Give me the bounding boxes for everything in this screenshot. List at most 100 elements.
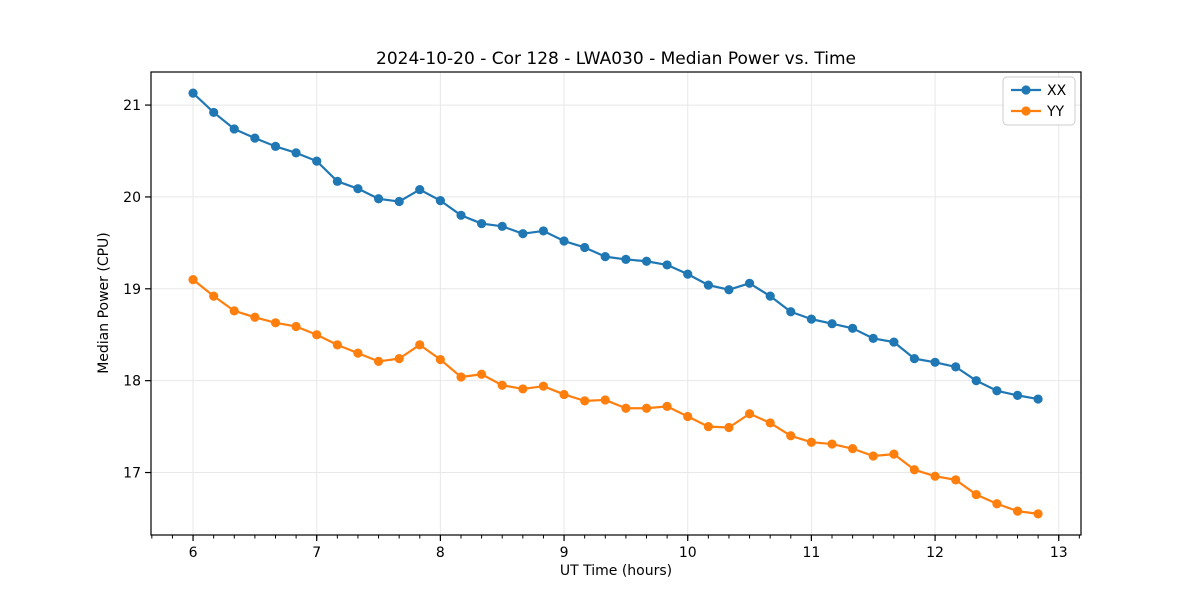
x-tick-label: 13 [1050, 545, 1068, 561]
data-point-marker [847, 323, 858, 333]
data-point-marker [270, 141, 281, 152]
data-point-marker [827, 439, 837, 449]
data-point-marker [909, 465, 920, 475]
x-tick-label: 10 [679, 545, 697, 561]
legend-sample-marker [1021, 85, 1031, 95]
data-point-marker [806, 314, 816, 324]
data-point-marker [909, 354, 920, 364]
data-point-marker [188, 275, 198, 285]
data-point-marker [353, 184, 363, 194]
data-point-marker [518, 384, 528, 394]
legend-label: YY [1046, 104, 1065, 120]
data-point-marker [1033, 394, 1043, 404]
legend-entry: XX [1011, 83, 1067, 99]
data-point-marker [538, 381, 549, 391]
data-point-marker [497, 380, 507, 390]
data-point-marker [621, 254, 631, 265]
data-point-marker [641, 403, 652, 413]
plot-frame [150, 71, 1082, 536]
data-point-marker [476, 218, 487, 229]
data-point-marker [868, 333, 878, 344]
data-point-marker [456, 210, 466, 220]
x-axis-label: UT Time (hours) [560, 563, 672, 579]
data-point-marker [580, 396, 590, 406]
data-point-marker [291, 148, 301, 158]
legend-entry: YY [1011, 104, 1065, 120]
data-point-marker [229, 306, 239, 316]
data-point-marker [806, 437, 816, 447]
legend: XX YY [1002, 76, 1076, 126]
data-point-marker [559, 236, 569, 246]
data-point-marker [332, 340, 342, 350]
data-point-marker [889, 337, 899, 347]
data-point-marker [373, 194, 384, 204]
data-point-marker [971, 376, 981, 386]
data-point-marker [621, 403, 631, 413]
data-point-marker [786, 307, 796, 317]
data-point-marker [435, 196, 445, 206]
data-point-marker [662, 401, 672, 411]
data-point-marker [744, 278, 755, 288]
x-tick-label: 12 [926, 545, 944, 561]
y-axis-label: Median Power (CPU) [96, 232, 112, 374]
data-point-marker [724, 285, 734, 295]
data-point-marker [1012, 506, 1023, 516]
data-point-marker [847, 444, 858, 454]
y-tick-label: 18 [123, 374, 141, 390]
grid-layer [151, 72, 1081, 535]
data-point-marker [889, 449, 899, 459]
data-point-marker [971, 489, 981, 500]
data-point-marker [456, 372, 466, 382]
data-point-marker [435, 354, 445, 365]
data-point-marker [415, 340, 425, 350]
tick-layer: 6 7 8 9 10 11 12 13 17 18 19 20 21 [123, 98, 1080, 561]
data-point-marker [476, 369, 487, 379]
data-point-marker [497, 221, 507, 231]
data-point-marker [744, 409, 755, 419]
data-point-marker [600, 395, 610, 405]
data-point-marker [930, 471, 940, 481]
data-point-marker [868, 451, 878, 461]
data-point-marker [992, 386, 1002, 396]
y-tick-label: 19 [123, 282, 141, 298]
data-point-marker [353, 348, 363, 358]
data-point-marker [1033, 509, 1043, 519]
y-tick-label: 20 [123, 190, 141, 206]
legend-sample-marker [1021, 106, 1031, 116]
data-point-marker [518, 229, 528, 239]
x-tick-label: 9 [560, 545, 569, 561]
data-point-marker [559, 389, 569, 400]
data-point-marker [683, 269, 693, 279]
data-point-marker [992, 499, 1002, 509]
chart-title: 2024-10-20 - Cor 128 - LWA030 - Median P… [376, 49, 856, 69]
x-tick-label: 6 [189, 545, 198, 561]
data-point-marker [1012, 390, 1023, 400]
data-point-marker [765, 418, 775, 428]
data-point-marker [250, 312, 260, 322]
data-point-marker [332, 176, 342, 186]
data-point-marker [765, 291, 775, 301]
data-point-marker [600, 252, 610, 262]
data-point-marker [538, 226, 549, 236]
data-point-marker [724, 422, 734, 433]
data-point-marker [580, 242, 590, 253]
data-point-marker [703, 421, 713, 432]
y-tick-label: 21 [123, 98, 141, 114]
data-point-marker [394, 196, 404, 207]
data-point-marker [209, 107, 219, 118]
data-point-marker [951, 475, 961, 485]
data-point-marker [786, 431, 796, 441]
x-tick-label: 11 [802, 545, 820, 561]
y-tick-label: 17 [123, 466, 141, 482]
x-tick-label: 8 [436, 545, 445, 561]
series-layer [188, 88, 1043, 519]
data-point-marker [229, 124, 239, 134]
data-point-marker [930, 357, 940, 367]
legend-label: XX [1047, 83, 1067, 99]
data-point-marker [703, 280, 713, 290]
data-point-marker [951, 362, 961, 372]
x-tick-label: 7 [312, 545, 321, 561]
plot-area [151, 72, 1081, 535]
data-point-marker [415, 184, 425, 195]
